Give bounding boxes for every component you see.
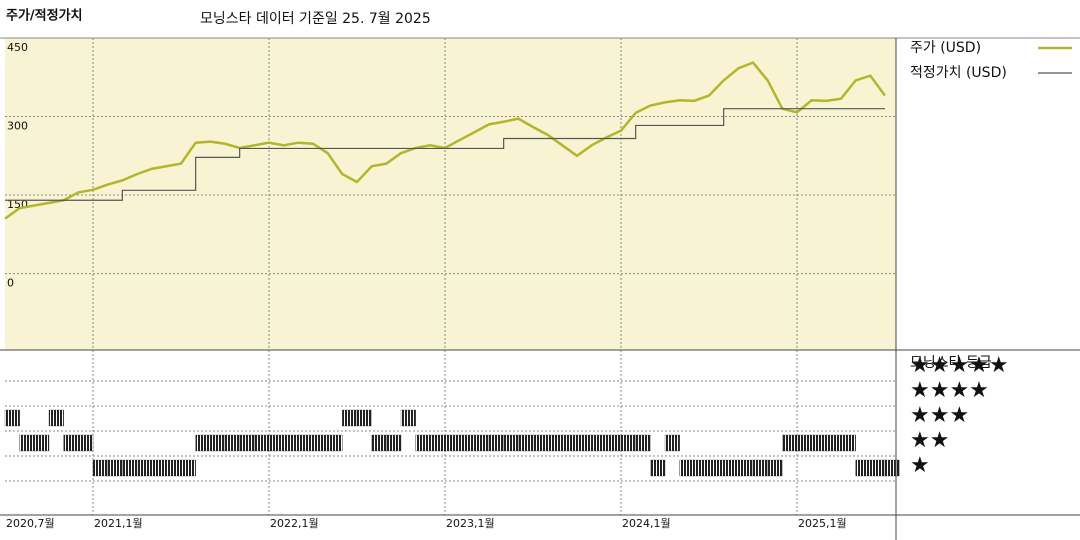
- rating-bar: [518, 434, 534, 452]
- x-tick-label: 2025,1월: [798, 517, 847, 530]
- rating-bar: [708, 459, 724, 477]
- rating-bar: [796, 434, 812, 452]
- rating-bar: [884, 459, 900, 477]
- rating-bar: [547, 434, 563, 452]
- rating-bar: [4, 409, 20, 427]
- rating-bar: [136, 459, 152, 477]
- rating-bar: [210, 434, 226, 452]
- rating-bar: [694, 459, 710, 477]
- chart-subtitle: 모닝스타 데이터 기준일 25. 7월 2025: [200, 11, 431, 27]
- rating-bar: [576, 434, 592, 452]
- rating-bar: [371, 434, 387, 452]
- rating-bar: [239, 434, 255, 452]
- legend-label: 적정가치 (USD): [910, 65, 1007, 81]
- rating-bar: [826, 434, 842, 452]
- series-line: [5, 108, 885, 201]
- rating-bar: [650, 459, 666, 477]
- rating-bar: [151, 459, 167, 477]
- x-tick-label: 2024,1월: [622, 517, 671, 530]
- rating-label: ★★★: [910, 403, 969, 428]
- rating-bar: [503, 434, 519, 452]
- rating-bar: [224, 434, 240, 452]
- rating-bar: [92, 459, 108, 477]
- rating-bar: [782, 434, 798, 452]
- rating-bar: [767, 459, 783, 477]
- x-tick-label: 2021,1월: [94, 517, 143, 530]
- rating-bar: [63, 434, 79, 452]
- rating-bar: [635, 434, 651, 452]
- rating-bar: [415, 434, 431, 452]
- rating-bar: [752, 459, 768, 477]
- rating-bar: [19, 434, 35, 452]
- rating-label: ★★: [910, 428, 949, 453]
- plot-background: [5, 38, 896, 350]
- rating-bar: [488, 434, 504, 452]
- rating-bar: [664, 434, 680, 452]
- rating-bar: [723, 459, 739, 477]
- legend-label: 주가 (USD): [910, 40, 981, 56]
- rating-bar: [430, 434, 446, 452]
- x-tick-label: 2020,7월: [6, 517, 55, 530]
- rating-bar: [679, 459, 695, 477]
- rating-bar: [738, 459, 754, 477]
- rating-bar: [342, 409, 358, 427]
- rating-label: ★★★★★: [910, 353, 1009, 378]
- rating-bar: [356, 409, 372, 427]
- rating-bar: [606, 434, 622, 452]
- rating-bar: [870, 459, 886, 477]
- rating-bar: [400, 409, 416, 427]
- rating-bar: [840, 434, 856, 452]
- rating-bar: [298, 434, 314, 452]
- rating-bar: [386, 434, 402, 452]
- rating-bar: [107, 459, 123, 477]
- y-tick-label: 450: [7, 41, 28, 54]
- rating-label: ★★★★: [910, 378, 989, 403]
- rating-bar: [268, 434, 284, 452]
- rating-bar: [444, 434, 460, 452]
- rating-bar: [562, 434, 578, 452]
- rating-bar: [180, 459, 196, 477]
- rating-bar: [327, 434, 343, 452]
- rating-bar: [122, 459, 138, 477]
- y-tick-label: 0: [7, 277, 14, 290]
- rating-bar: [591, 434, 607, 452]
- rating-bar: [283, 434, 299, 452]
- x-tick-label: 2022,1월: [270, 517, 319, 530]
- rating-bar: [195, 434, 211, 452]
- rating-bar: [855, 459, 871, 477]
- rating-bar: [459, 434, 475, 452]
- x-tick-label: 2023,1월: [446, 517, 495, 530]
- rating-label: ★: [910, 453, 930, 478]
- rating-legend-title: 모닝스타 등급: [910, 355, 992, 371]
- rating-bar: [620, 434, 636, 452]
- y-tick-label: 300: [7, 120, 28, 133]
- rating-bar: [811, 434, 827, 452]
- chart-title: 주가/적정가치: [6, 8, 83, 24]
- rating-bar: [34, 434, 50, 452]
- rating-bar: [474, 434, 490, 452]
- rating-bar: [78, 434, 94, 452]
- rating-bar: [48, 409, 64, 427]
- rating-bar: [312, 434, 328, 452]
- rating-bar: [254, 434, 270, 452]
- rating-bar: [166, 459, 182, 477]
- rating-bar: [532, 434, 548, 452]
